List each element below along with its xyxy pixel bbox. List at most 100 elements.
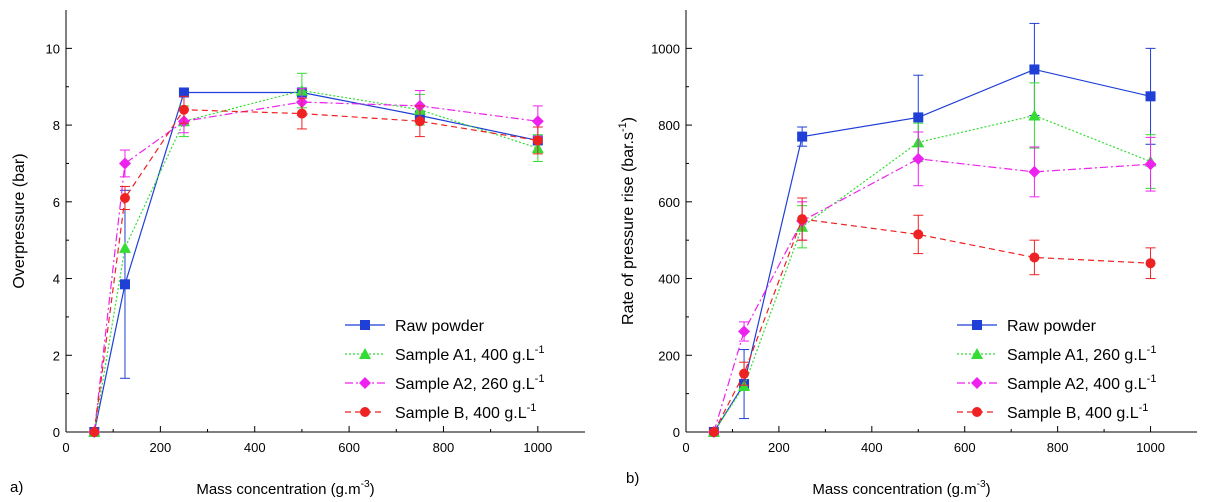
legend-label-sup: -1 <box>1147 344 1157 356</box>
legend-label: Sample B, 400 g.L-1 <box>395 402 536 422</box>
data-point <box>89 427 100 437</box>
series-line <box>713 158 1151 433</box>
x-axis-label-main: Mass concentration (g.m <box>812 481 976 498</box>
chart-panel-a: 0 200 400 600 800 1000 0 2 4 6 8 10 Mass concentrati… <box>10 10 585 498</box>
data-point <box>178 104 189 115</box>
x-tick-label: 0 <box>682 440 689 455</box>
legend-label-sup: -1 <box>1147 373 1157 385</box>
data-point <box>119 279 130 290</box>
legend-marker <box>360 320 370 330</box>
legend-marker <box>359 348 371 359</box>
data-point <box>739 368 750 379</box>
legend-label: Sample A1, 260 g.L-1 <box>1007 344 1156 364</box>
legend-label-main: Raw powder <box>395 318 485 335</box>
legend-label: Raw powder <box>1007 318 1097 335</box>
data-point <box>119 192 130 203</box>
x-axis-label-sup: -3 <box>361 479 370 490</box>
data-point <box>1145 258 1156 269</box>
legend-label-main: Sample B, 400 g.L <box>395 405 527 422</box>
data-point <box>913 112 924 123</box>
legend-marker <box>360 407 370 417</box>
x-tick-label: 200 <box>768 440 790 455</box>
x-tick-label: 600 <box>954 440 976 455</box>
x-tick-label: 600 <box>338 440 360 455</box>
legend-label: Sample A2, 260 g.L-1 <box>395 373 544 393</box>
y-tick-label: 4 <box>53 272 60 287</box>
series-0 <box>708 22 1156 437</box>
data-point <box>532 135 543 146</box>
x-tick-label: 400 <box>861 440 883 455</box>
y-axis-label-suffix: ) <box>620 117 637 122</box>
series-line <box>713 68 1151 433</box>
legend-label-main: Sample A1, 400 g.L <box>395 347 535 364</box>
x-axis-label-sup: -3 <box>977 479 986 490</box>
y-tick-label: 0 <box>673 425 680 440</box>
legend-label: Sample B, 400 g.L-1 <box>1007 402 1148 422</box>
legend-label-sup: -1 <box>527 402 537 414</box>
y-axis-label-sup: -1 <box>617 122 629 132</box>
series-line <box>93 109 538 433</box>
y-tick-label: 6 <box>53 195 60 210</box>
legend-marker <box>359 377 371 389</box>
series-line <box>93 89 539 433</box>
series-3 <box>89 95 543 437</box>
data-point <box>118 157 131 170</box>
data-point <box>1029 252 1040 263</box>
y-tick-label: 600 <box>658 195 680 210</box>
data-point <box>1028 109 1041 121</box>
series-line <box>713 114 1151 433</box>
data-point <box>296 108 307 119</box>
data-point <box>1144 158 1157 171</box>
legend-label: Sample A2, 400 g.L-1 <box>1007 373 1156 393</box>
series-3 <box>708 197 1156 437</box>
legend-marker <box>972 407 982 417</box>
legend-label-sup: -1 <box>535 373 545 385</box>
x-axis-label: Mass concentration (g.m-3) <box>196 479 374 498</box>
data-point <box>178 87 189 98</box>
legend-label-main: Sample A2, 400 g.L <box>1007 376 1147 393</box>
y-axis-label: Rate of pressure rise (bar.s-1) <box>617 117 637 325</box>
data-point <box>797 214 808 225</box>
y-tick-label: 400 <box>658 272 680 287</box>
x-axis-label: Mass concentration (g.m-3) <box>812 479 990 498</box>
y-tick-label: 200 <box>658 348 680 363</box>
y-tick-label: 1000 <box>651 41 680 56</box>
series-line <box>93 91 538 433</box>
x-axis-label-suffix: ) <box>986 481 991 498</box>
x-tick-label: 1000 <box>1136 440 1165 455</box>
legend-label: Raw powder <box>395 318 485 335</box>
panel-label: b) <box>626 470 639 487</box>
legend-marker <box>971 377 983 389</box>
x-tick-label: 400 <box>244 440 266 455</box>
data-point <box>797 131 808 142</box>
y-axis-label-main: Rate of pressure rise (bar.s <box>620 132 637 325</box>
legend-label: Sample A1, 400 g.L-1 <box>395 344 544 364</box>
legend-label-main: Raw powder <box>1007 318 1097 335</box>
legend-label-sup: -1 <box>535 344 545 356</box>
data-point <box>708 427 719 437</box>
legend-label-main: Sample A1, 260 g.L <box>1007 347 1147 364</box>
legend-label-main: Sample B, 400 g.L <box>1007 405 1139 422</box>
series-line <box>713 218 1151 433</box>
legend-marker <box>971 348 983 359</box>
legend-label-main: Sample A2, 260 g.L <box>395 376 535 393</box>
data-point <box>912 152 925 165</box>
data-point <box>414 116 425 127</box>
data-point <box>1145 91 1156 102</box>
data-point <box>1029 64 1040 75</box>
data-point <box>913 229 924 240</box>
y-tick-label: 0 <box>53 425 60 440</box>
chart-panel-b: 0 200 400 600 800 1000 0 200 400 600 800 1000 Mass c… <box>617 10 1197 498</box>
x-tick-label: 800 <box>433 440 455 455</box>
data-point <box>531 115 544 128</box>
y-tick-label: 2 <box>53 348 60 363</box>
x-tick-label: 200 <box>150 440 172 455</box>
legend-marker <box>972 320 982 330</box>
y-axis-label: Overpressure (bar) <box>11 153 28 288</box>
data-point <box>738 325 751 338</box>
panel-label: a) <box>10 479 23 496</box>
y-tick-label: 8 <box>53 118 60 133</box>
